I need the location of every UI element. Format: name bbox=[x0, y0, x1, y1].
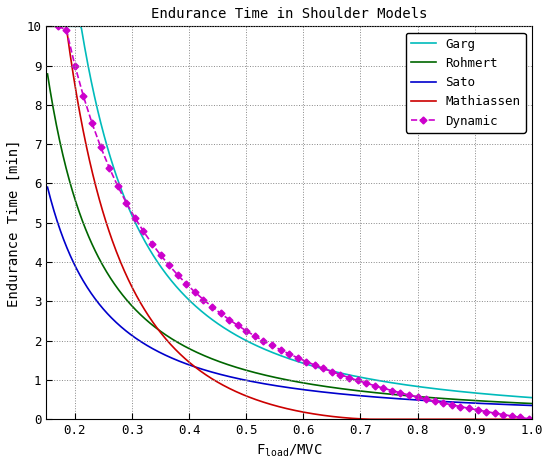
Dynamic bbox=[54, 23, 61, 29]
Garg bbox=[367, 377, 374, 382]
Legend: Garg, Rohmert, Sato, Mathiassen, Dynamic: Garg, Rohmert, Sato, Mathiassen, Dynamic bbox=[405, 33, 526, 132]
Dynamic bbox=[526, 416, 532, 422]
Line: Garg: Garg bbox=[47, 26, 532, 397]
Sato bbox=[367, 394, 374, 399]
Mathiassen bbox=[44, 23, 51, 29]
Line: Mathiassen: Mathiassen bbox=[47, 26, 532, 419]
Dynamic bbox=[414, 394, 421, 400]
Dynamic bbox=[63, 27, 70, 33]
Rohmert bbox=[263, 373, 270, 378]
Sato bbox=[169, 356, 175, 361]
Sato bbox=[409, 397, 415, 403]
Sato bbox=[329, 391, 336, 396]
Garg bbox=[44, 23, 51, 29]
Sato bbox=[44, 185, 51, 190]
Sato bbox=[529, 403, 535, 408]
Garg bbox=[263, 347, 270, 353]
Y-axis label: Endurance Time [min]: Endurance Time [min] bbox=[7, 139, 21, 307]
Dynamic bbox=[320, 366, 327, 371]
Mathiassen bbox=[369, 417, 376, 422]
Mathiassen bbox=[169, 343, 175, 349]
Garg bbox=[130, 215, 136, 221]
Dynamic bbox=[346, 375, 353, 380]
Sato bbox=[263, 381, 270, 387]
Garg bbox=[409, 383, 415, 389]
Rohmert bbox=[409, 393, 415, 399]
Garg bbox=[169, 279, 175, 284]
Garg bbox=[529, 395, 535, 400]
Sato bbox=[130, 334, 136, 339]
Rohmert bbox=[44, 71, 51, 77]
Rohmert bbox=[329, 385, 336, 391]
Rohmert bbox=[367, 390, 374, 395]
Mathiassen bbox=[329, 414, 336, 419]
Mathiassen bbox=[130, 287, 136, 292]
Mathiassen bbox=[367, 417, 374, 422]
Title: Endurance Time in Shoulder Models: Endurance Time in Shoulder Models bbox=[151, 7, 427, 21]
Garg bbox=[329, 369, 336, 374]
Mathiassen bbox=[263, 400, 270, 406]
Mathiassen bbox=[529, 417, 535, 422]
Rohmert bbox=[169, 336, 175, 342]
Dynamic bbox=[226, 317, 233, 322]
Line: Sato: Sato bbox=[47, 187, 532, 405]
X-axis label: $\mathregular{F_{load}}$/MVC: $\mathregular{F_{load}}$/MVC bbox=[256, 443, 322, 459]
Dynamic bbox=[363, 380, 370, 386]
Line: Dynamic: Dynamic bbox=[56, 24, 531, 421]
Mathiassen bbox=[410, 417, 416, 422]
Rohmert bbox=[130, 304, 136, 310]
Rohmert bbox=[529, 401, 535, 406]
Line: Rohmert: Rohmert bbox=[47, 74, 532, 404]
